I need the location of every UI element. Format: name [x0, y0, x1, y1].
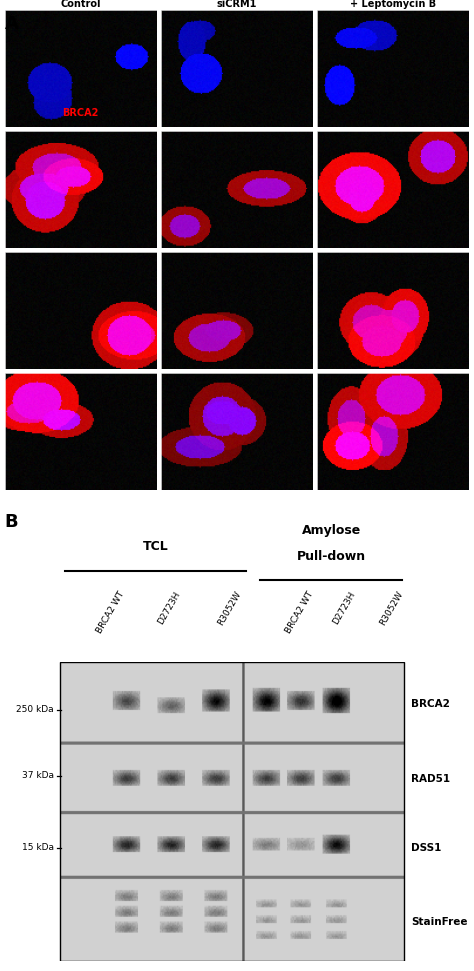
- Title: + Leptomycin B: + Leptomycin B: [350, 0, 437, 9]
- Text: BRCA2 WT: BRCA2 WT: [95, 590, 127, 635]
- Text: Amylose: Amylose: [301, 524, 361, 537]
- Title: siCRM1: siCRM1: [217, 0, 257, 9]
- Text: D2723H: D2723H: [331, 590, 357, 626]
- Bar: [61, 662, 404, 961]
- Text: B: B: [5, 513, 18, 531]
- Text: DSS1: DSS1: [411, 843, 442, 853]
- Text: StainFree: StainFree: [411, 918, 468, 927]
- Text: Pull-down: Pull-down: [297, 551, 365, 563]
- Text: R3052W: R3052W: [378, 590, 405, 627]
- Text: D2723H: D2723H: [155, 590, 182, 626]
- Title: Non-targeting
Control: Non-targeting Control: [42, 0, 119, 9]
- Text: 37 kDa: 37 kDa: [21, 771, 54, 781]
- Text: RAD51: RAD51: [411, 774, 450, 784]
- Text: 250 kDa: 250 kDa: [16, 705, 54, 715]
- Text: BRCA2 WT: BRCA2 WT: [284, 590, 315, 635]
- Text: 15 kDa: 15 kDa: [21, 843, 54, 852]
- Text: BRCA2: BRCA2: [411, 699, 450, 709]
- Text: BRCA2: BRCA2: [63, 108, 99, 118]
- Text: TCL: TCL: [143, 540, 169, 553]
- Text: A: A: [5, 15, 18, 33]
- Text: R3052W: R3052W: [216, 590, 243, 627]
